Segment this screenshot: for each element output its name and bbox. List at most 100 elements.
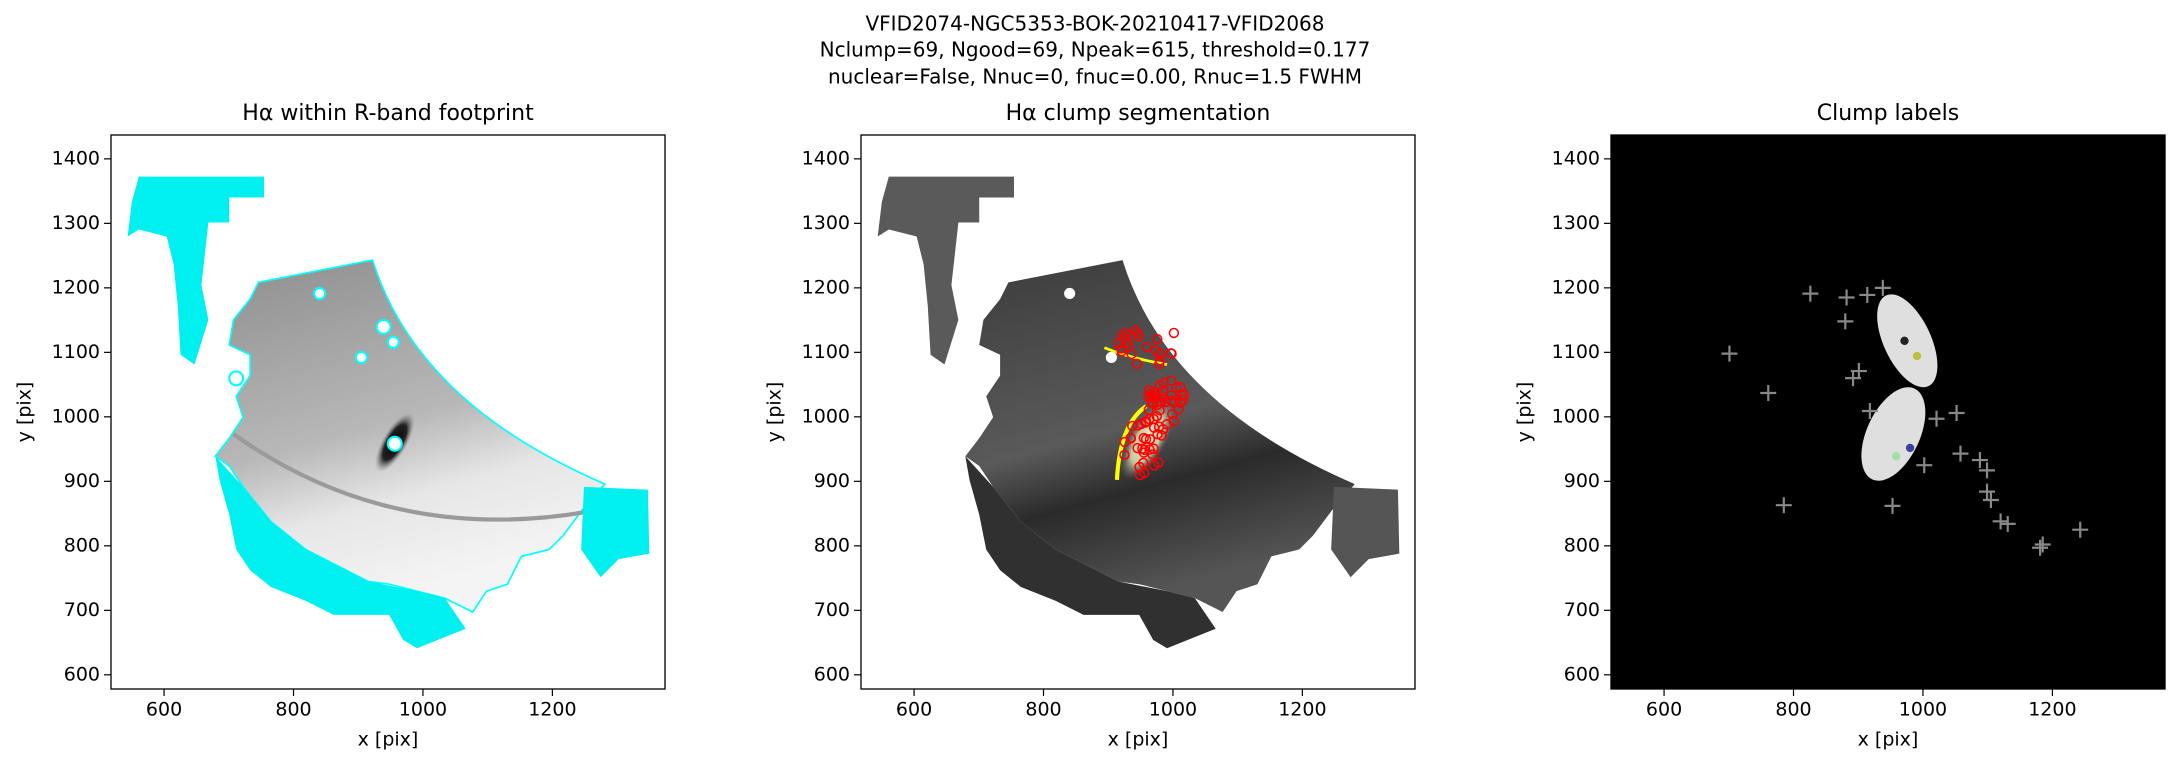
clump-label-marker bbox=[1861, 403, 1878, 420]
y-tick-label: 1100 bbox=[52, 341, 100, 363]
clump-label-marker bbox=[2034, 536, 2051, 553]
y-tick-label: 600 bbox=[64, 663, 100, 685]
y-tick-label: 600 bbox=[1564, 663, 1600, 685]
label-region bbox=[1891, 452, 1901, 461]
clump-marker bbox=[1129, 325, 1141, 336]
clump-marker bbox=[1131, 328, 1143, 339]
clump-marker bbox=[1137, 443, 1148, 454]
axes-frame bbox=[110, 134, 666, 690]
clump-marker bbox=[1157, 424, 1169, 435]
y-tick-label: 1000 bbox=[802, 405, 850, 427]
y-tick-label: 800 bbox=[64, 534, 100, 556]
axes-title: Hα clump segmentation bbox=[1006, 101, 1271, 126]
star-mask bbox=[375, 318, 392, 335]
clump-marker bbox=[1138, 432, 1150, 444]
suptitle: nuclear=False, Nnuc=0, fnuc=0.00, Rnuc=1… bbox=[828, 65, 1362, 89]
y-tick-label: 1200 bbox=[1552, 276, 1600, 298]
clump-marker bbox=[1168, 327, 1180, 339]
y-tick-label: 900 bbox=[64, 470, 100, 492]
clump-marker bbox=[1166, 375, 1177, 386]
masked-region bbox=[127, 176, 265, 365]
x-tick-label: 1200 bbox=[1278, 699, 1326, 721]
x-tick-label: 600 bbox=[1646, 699, 1682, 721]
clump-marker bbox=[1132, 420, 1143, 431]
y-tick-label: 1000 bbox=[1552, 405, 1600, 427]
label-region bbox=[1900, 336, 1909, 345]
clump-label-marker bbox=[1928, 410, 1945, 427]
y-tick-label: 1300 bbox=[802, 212, 850, 234]
clump-marker bbox=[1154, 380, 1166, 391]
clump-marker bbox=[1173, 404, 1184, 415]
clump-marker bbox=[1119, 436, 1130, 448]
star-mask bbox=[354, 350, 368, 365]
clump-label-marker bbox=[2032, 539, 2049, 556]
x-tick-label: 1000 bbox=[1899, 699, 1947, 721]
clump-label-marker bbox=[1979, 483, 1996, 500]
clump-marker bbox=[1152, 333, 1163, 345]
x-tick-label: 600 bbox=[896, 699, 932, 721]
clump-label-marker bbox=[1838, 289, 1855, 306]
x-tick-label: 600 bbox=[146, 699, 182, 721]
y-tick-label: 800 bbox=[1564, 534, 1600, 556]
masked-region bbox=[215, 456, 466, 649]
axes-frame bbox=[1610, 134, 2166, 690]
x-tick-label: 800 bbox=[275, 699, 311, 721]
clump-marker bbox=[1145, 388, 1156, 400]
x-tick-label: 1000 bbox=[1149, 699, 1197, 721]
clump-marker bbox=[1167, 408, 1178, 420]
clump-label-marker bbox=[2072, 521, 2089, 538]
clump-marker bbox=[1150, 391, 1162, 403]
label-region bbox=[1905, 443, 1915, 453]
image bbox=[1611, 135, 2165, 689]
image bbox=[877, 176, 1400, 649]
clump-marker bbox=[1154, 355, 1166, 366]
clump-label-marker bbox=[1859, 286, 1876, 303]
masked-region bbox=[1331, 486, 1400, 578]
y-tick-label: 1000 bbox=[52, 405, 100, 427]
clump-marker bbox=[1166, 390, 1177, 401]
clump-marker bbox=[1139, 444, 1150, 456]
y-axis-label: y [pix] bbox=[14, 382, 36, 443]
x-axis-label: x [pix] bbox=[1108, 729, 1169, 751]
clump-label-marker bbox=[1775, 497, 1792, 514]
clump-marker bbox=[1116, 345, 1127, 357]
y-tick-label: 1200 bbox=[802, 276, 850, 298]
star-mask bbox=[228, 370, 245, 387]
y-axis-label: y [pix] bbox=[1514, 382, 1536, 443]
image-content bbox=[877, 176, 1400, 649]
y-tick-label: 1100 bbox=[1552, 341, 1600, 363]
clump-marker bbox=[1119, 449, 1130, 461]
clump-marker bbox=[1140, 416, 1152, 427]
clump-label-marker bbox=[1982, 492, 1999, 509]
y-tick-label: 1200 bbox=[52, 276, 100, 298]
x-axis-label: x [pix] bbox=[1858, 729, 1919, 751]
x-tick-label: 800 bbox=[1775, 699, 1811, 721]
clump-marker bbox=[1141, 341, 1152, 353]
axes-title: Hα within R-band footprint bbox=[242, 101, 534, 126]
clump-label-marker bbox=[1916, 457, 1933, 474]
x-tick-label: 1200 bbox=[528, 699, 576, 721]
clump-label-marker bbox=[1760, 384, 1777, 401]
clump-label-marker bbox=[1971, 452, 1988, 469]
clump-marker bbox=[1131, 358, 1143, 370]
x-tick-label: 1000 bbox=[399, 699, 447, 721]
y-tick-label: 900 bbox=[814, 470, 850, 492]
star-mask bbox=[1064, 287, 1076, 300]
y-tick-label: 1300 bbox=[52, 212, 100, 234]
masked-region bbox=[877, 176, 1015, 365]
y-tick-label: 900 bbox=[1564, 470, 1600, 492]
y-tick-label: 1400 bbox=[1552, 147, 1600, 169]
star-mask bbox=[386, 435, 403, 452]
clump-label-marker bbox=[1952, 445, 1969, 462]
y-tick-label: 1300 bbox=[1552, 212, 1600, 234]
clump-marker bbox=[1168, 415, 1179, 427]
clump-label-marker bbox=[1802, 285, 1819, 302]
clump-label-marker bbox=[1874, 279, 1891, 296]
star-mask bbox=[313, 286, 327, 301]
suptitle: Nclump=69, Ngood=69, Npeak=615, threshol… bbox=[820, 38, 1371, 62]
y-tick-label: 1400 bbox=[52, 147, 100, 169]
clump-marker bbox=[1166, 348, 1177, 359]
star-mask bbox=[386, 335, 400, 349]
clump-marker bbox=[1175, 382, 1186, 393]
